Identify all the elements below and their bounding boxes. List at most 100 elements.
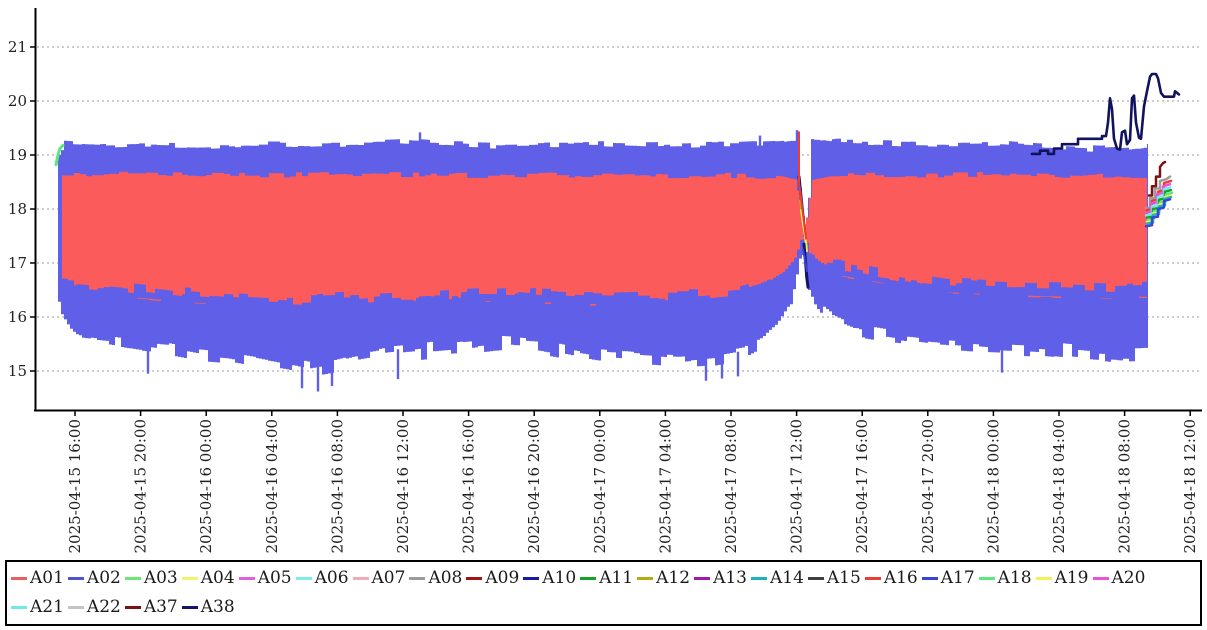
tail-cluster-line	[1147, 160, 1167, 197]
legend-item-a18: A18	[978, 568, 1032, 588]
legend-swatch-a38	[181, 606, 198, 609]
series-start-green-tick	[54, 143, 65, 167]
legend-item-a20: A20	[1092, 568, 1146, 588]
legend-label: A07	[371, 568, 406, 588]
x-tick-label: 2025-04-15 16:00	[66, 419, 84, 553]
legend-label: A16	[883, 568, 918, 588]
legend-item-a02: A02	[67, 568, 121, 588]
legend-item-a38: A38	[181, 597, 235, 617]
legend-label: A10	[542, 568, 577, 588]
legend-item-a04: A04	[181, 568, 235, 588]
legend-item-a03: A03	[124, 568, 178, 588]
legend-swatch-a06	[295, 577, 312, 580]
legend-swatch-a02	[67, 577, 84, 580]
legend-swatch-a22	[67, 606, 84, 609]
legend-label: A08	[428, 568, 463, 588]
legend-item-a11: A11	[580, 570, 633, 587]
legend-label: A38	[200, 597, 235, 617]
legend-item-a07: A07	[352, 568, 406, 588]
legend-item-a06: A06	[295, 568, 349, 588]
legend-swatch-a05	[238, 577, 255, 580]
y-tick-label: 21	[8, 38, 27, 56]
legend-label: A09	[485, 568, 520, 588]
legend-swatch-a37	[124, 606, 141, 609]
legend-label: A22	[86, 597, 121, 617]
x-tick-label: 2025-04-16 08:00	[328, 419, 346, 553]
legend-label: A19	[1054, 568, 1089, 588]
legend-label: A18	[997, 568, 1032, 588]
legend-label: A04	[200, 568, 235, 588]
legend-label: A21	[30, 597, 64, 617]
legend-label: A37	[143, 597, 178, 617]
legend-swatch-a09	[466, 577, 483, 580]
legend-swatch-a07	[352, 577, 369, 580]
x-tick-label: 2025-04-18 12:00	[1181, 419, 1199, 553]
legend-label: A17	[940, 568, 975, 588]
x-tick-label: 2025-04-16 20:00	[525, 419, 543, 553]
x-tick-label: 2025-04-17 08:00	[722, 419, 740, 553]
legend-label: A01	[30, 568, 64, 588]
legend-item-a19: A19	[1035, 568, 1089, 588]
legend-swatch-a15	[807, 577, 824, 580]
legend-swatch-a04	[181, 577, 198, 580]
x-tick-label: 2025-04-16 04:00	[263, 419, 281, 553]
legend-label: A03	[143, 568, 178, 588]
legend-item-a05: A05	[238, 568, 292, 588]
legend-label: A14	[769, 568, 804, 588]
legend-item-a01: A01	[11, 570, 64, 587]
legend-label: A12	[656, 568, 691, 588]
legend-item-a16: A16	[864, 568, 918, 588]
legend-item-a21: A21	[11, 599, 64, 616]
x-tick-label: 2025-04-17 12:00	[788, 419, 806, 553]
tail-cluster-line	[1144, 198, 1172, 228]
legend-swatch-a03	[124, 577, 141, 580]
y-tick-label: 20	[8, 92, 27, 110]
legend-item-a12: A12	[637, 570, 690, 587]
legend-swatch-a19	[1035, 577, 1052, 580]
legend-label: A05	[257, 568, 292, 588]
time-series-chart: 15 16 17 18 19 20 21 2025-04-15 16:00 2025-04-15…	[8, 8, 1202, 553]
x-tick-label: 2025-04-18 00:00	[984, 419, 1002, 553]
y-tick-label: 16	[8, 308, 27, 326]
legend-label: A13	[713, 568, 747, 588]
legend-swatch-a01	[11, 577, 27, 580]
chart-legend: A01 A02 A03 A04 A05 A06 A07 A08 A09 A10 A11 A12 A13 A…	[5, 560, 1202, 626]
spike-overlay-line	[798, 131, 807, 240]
x-tick-label: 2025-04-16 00:00	[197, 419, 215, 553]
legend-label: A06	[314, 568, 349, 588]
legend-swatch-a08	[409, 577, 426, 580]
y-tick-label: 18	[8, 200, 27, 218]
x-tick-label: 2025-04-16 12:00	[394, 419, 412, 553]
legend-swatch-a13	[694, 577, 711, 580]
legend-swatch-a20	[1092, 577, 1109, 580]
legend-swatch-a11	[580, 577, 597, 580]
legend-item-a17: A17	[921, 568, 975, 588]
legend-item-a15: A15	[807, 568, 861, 588]
y-tick-label: 15	[8, 362, 27, 380]
legend-row: A01 A02 A03 A04 A05 A06 A07 A08 A09 A10 A11 A12 A13 A…	[11, 564, 1196, 593]
spike-overlay-line	[802, 248, 808, 273]
x-tick-label: 2025-04-15 20:00	[132, 419, 150, 553]
x-tick-label: 2025-04-18 08:00	[1116, 419, 1134, 553]
legend-swatch-a18	[978, 577, 995, 580]
legend-swatch-a16	[864, 577, 881, 580]
legend-item-a13: A13	[694, 570, 747, 587]
series-a38-line	[1030, 72, 1181, 156]
y-tick-label: 17	[8, 254, 27, 272]
legend-item-a14: A14	[750, 568, 804, 588]
legend-label: A15	[826, 568, 861, 588]
legend-label: A20	[1111, 568, 1146, 588]
legend-item-a37: A37	[124, 597, 178, 617]
x-tick-label: 2025-04-17 04:00	[656, 419, 674, 553]
legend-item-a10: A10	[523, 570, 576, 587]
legend-swatch-a17	[921, 577, 938, 580]
x-tick-label: 2025-04-17 20:00	[919, 419, 937, 553]
x-tick-label: 2025-04-18 04:00	[1050, 419, 1068, 553]
legend-label: A02	[86, 568, 121, 588]
chart-canvas: 15 16 17 18 19 20 21 2025-04-15 16:00 2025-04-15…	[8, 8, 1202, 553]
x-tick-label: 2025-04-17 16:00	[853, 419, 871, 553]
legend-item-a08: A08	[409, 570, 462, 587]
legend-item-a22: A22	[67, 597, 121, 617]
legend-swatch-a10	[523, 577, 540, 580]
legend-item-a09: A09	[466, 570, 519, 587]
